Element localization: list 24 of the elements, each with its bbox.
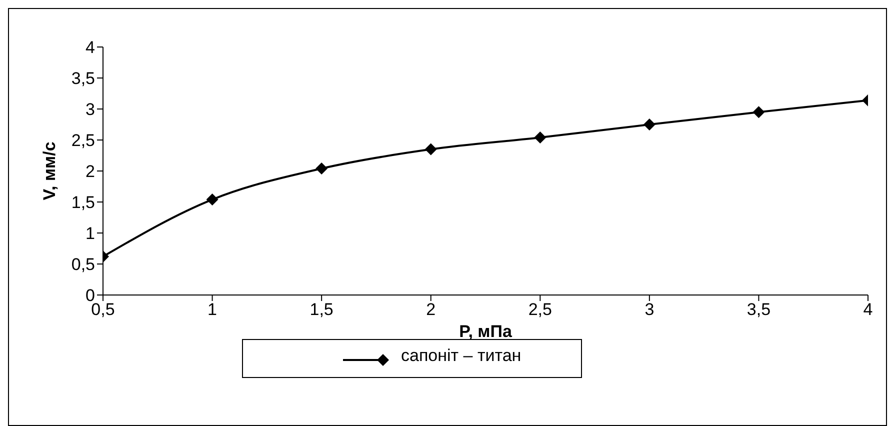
y-tick-label: 1,5 bbox=[71, 193, 95, 212]
point bbox=[206, 194, 218, 206]
point bbox=[752, 106, 765, 118]
y-tick-label: 1 bbox=[86, 224, 95, 244]
y-tick-label: 2,5 bbox=[71, 131, 95, 150]
x-tick-label: 3 bbox=[644, 300, 654, 320]
point bbox=[316, 162, 328, 175]
y-tick-label: 3,5 bbox=[71, 69, 95, 88]
y-axis-title: V, мм/с bbox=[40, 142, 60, 200]
x-axis-title: P, мПа bbox=[459, 322, 512, 341]
legend-label: сапоніт – титан bbox=[400, 346, 522, 366]
x-tick-label: 2,5 bbox=[528, 300, 552, 320]
x-tick-label: 2 bbox=[426, 300, 436, 320]
y-tick-label: 0,5 bbox=[71, 255, 95, 274]
y-tick-label: 2 bbox=[86, 162, 95, 182]
point bbox=[643, 118, 656, 130]
x-tick-label: 1 bbox=[208, 300, 218, 320]
x-tick-label: 3,5 bbox=[746, 300, 771, 320]
y-tick-label: 4 bbox=[86, 38, 95, 58]
point bbox=[424, 143, 437, 156]
point bbox=[534, 132, 546, 144]
x-tick-label: 1,5 bbox=[310, 300, 334, 320]
y-tick-label: 3 bbox=[86, 100, 95, 120]
x-tick-label: 4 bbox=[863, 300, 873, 320]
